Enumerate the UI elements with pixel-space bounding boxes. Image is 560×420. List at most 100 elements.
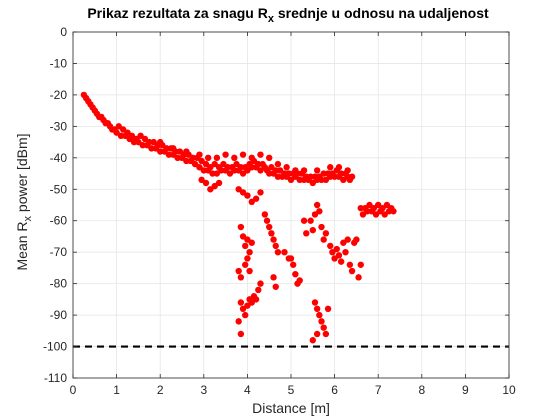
- y-tick-label: -80: [50, 277, 68, 291]
- x-tick-labels: 0 1 2 3 4 5 6 7 8 9 10: [70, 383, 516, 397]
- data-point: [274, 160, 282, 168]
- data-point: [337, 258, 345, 265]
- y-tick-label: -90: [50, 308, 68, 322]
- chart-title: Prikaz rezultata za snagu Rx srednje u o…: [87, 5, 489, 25]
- y-tick-label: -70: [50, 245, 68, 259]
- data-point: [237, 223, 245, 231]
- data-point: [359, 211, 367, 218]
- data-point: [274, 248, 282, 256]
- y-tick-label: -50: [50, 182, 68, 196]
- data-point: [313, 167, 321, 174]
- data-point: [246, 248, 253, 256]
- data-point: [204, 154, 212, 162]
- data-point: [289, 261, 297, 268]
- y-tick-label: -20: [50, 88, 68, 102]
- data-point: [322, 330, 330, 338]
- data-point: [318, 318, 325, 325]
- data-point: [372, 211, 380, 218]
- data-point: [222, 151, 229, 158]
- y-axis-label: Mean Rx power [dBm]: [14, 133, 34, 270]
- x-tick-label: 4: [244, 383, 251, 397]
- tick-marks: [72, 31, 510, 379]
- data-point: [196, 151, 203, 158]
- data-point: [342, 248, 349, 256]
- data-point: [281, 248, 288, 256]
- data-point: [252, 296, 260, 303]
- data-point: [390, 208, 397, 215]
- data-point: [237, 330, 245, 338]
- data-point: [272, 242, 279, 250]
- x-tick-label: 5: [288, 383, 295, 397]
- y-tick-label: 0: [60, 25, 67, 39]
- data-point: [170, 145, 177, 152]
- data-point: [248, 154, 255, 162]
- data-point: [300, 217, 308, 224]
- data-point: [320, 236, 327, 243]
- data-point: [266, 223, 273, 231]
- data-point: [270, 274, 277, 281]
- x-tick-label: 9: [462, 383, 469, 397]
- data-point: [307, 217, 314, 224]
- data-point: [183, 148, 190, 155]
- data-point: [263, 217, 271, 224]
- data-point: [257, 189, 264, 196]
- data-point: [335, 252, 343, 259]
- data-point: [268, 230, 275, 237]
- data-point: [381, 211, 388, 218]
- data-point: [257, 280, 264, 287]
- data-point: [255, 286, 262, 294]
- data-point: [324, 305, 332, 312]
- data-point: [313, 201, 321, 209]
- data-point: [355, 274, 362, 281]
- data-point: [242, 311, 249, 319]
- data-point: [292, 271, 299, 278]
- data-point: [266, 154, 273, 162]
- y-tick-label: -100: [43, 340, 67, 354]
- data-point: [344, 236, 351, 243]
- x-tick-label: 0: [70, 383, 77, 397]
- x-tick-label: 1: [113, 383, 120, 397]
- data-point: [348, 267, 356, 275]
- data-point: [257, 151, 264, 158]
- data-point: [348, 173, 356, 180]
- data-point: [244, 192, 251, 199]
- data-point: [316, 208, 323, 215]
- data-point: [344, 167, 351, 174]
- y-tick-label: -40: [50, 151, 68, 165]
- data-point: [244, 255, 251, 262]
- data-point: [327, 242, 334, 250]
- data-point: [357, 261, 364, 268]
- data-point: [237, 274, 245, 281]
- data-point: [242, 242, 249, 250]
- data-point: [318, 223, 325, 231]
- data-point: [242, 261, 249, 268]
- x-tick-label: 8: [418, 383, 425, 397]
- data-point: [335, 164, 343, 171]
- data-point: [235, 318, 242, 325]
- data-point: [157, 138, 164, 146]
- data-point: [303, 230, 310, 237]
- data-point: [309, 337, 316, 344]
- data-point: [248, 239, 255, 246]
- data-point: [322, 230, 330, 237]
- y-tick-label: -10: [50, 56, 68, 70]
- data-point: [300, 167, 308, 174]
- data-point: [261, 211, 269, 218]
- data-point: [296, 277, 303, 284]
- data-point: [316, 311, 323, 319]
- y-tick-label: -60: [50, 214, 68, 228]
- y-tick-labels: 0 -10 -20 -30 -40 -50 -60 -70 -80 -90 -100 -110: [43, 25, 67, 385]
- data-point: [292, 167, 299, 174]
- data-point: [311, 299, 319, 306]
- y-tick-label: -30: [50, 119, 68, 133]
- data-point: [213, 154, 221, 162]
- data-point: [237, 299, 245, 306]
- data-point: [252, 195, 260, 202]
- data-point: [333, 245, 340, 253]
- data-point: [202, 179, 210, 187]
- data-points: [80, 91, 397, 344]
- data-point: [287, 255, 295, 262]
- x-tick-label: 7: [375, 383, 382, 397]
- data-point: [346, 261, 354, 268]
